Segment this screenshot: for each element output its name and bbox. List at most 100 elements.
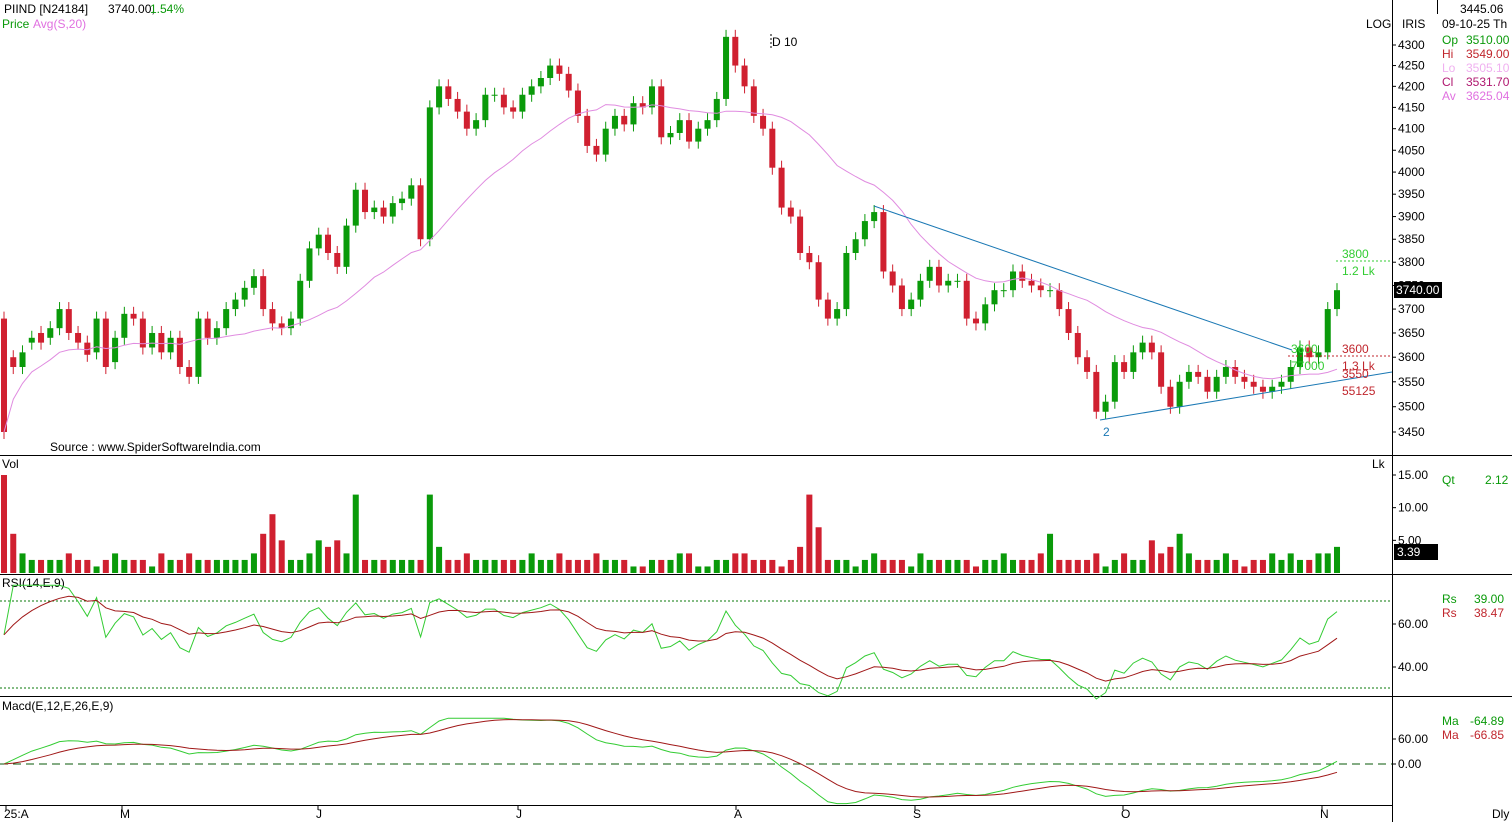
candle-body [371, 207, 378, 213]
volume-bar [676, 553, 683, 573]
candle-body [445, 86, 452, 99]
volume-bar [463, 553, 470, 573]
volume-bar [500, 559, 507, 573]
volume-bar [343, 553, 350, 573]
candle-body [1047, 290, 1054, 292]
volume-bar [510, 559, 517, 573]
volume-bar [1102, 566, 1109, 573]
volume-bar [917, 553, 924, 573]
price-tick-label: 4200 [1398, 79, 1425, 93]
candle-body [1148, 342, 1155, 353]
volume-bar [482, 559, 489, 573]
volume-bar [195, 559, 202, 573]
volume-bar [297, 559, 304, 573]
candle-body [399, 198, 406, 204]
candle-body [741, 65, 748, 87]
candle-body [593, 145, 600, 155]
cursor-date: 09-10-25 Th [1442, 17, 1507, 31]
candle-body [195, 318, 202, 377]
volume-bar [769, 559, 776, 573]
candle-body [861, 221, 868, 240]
qt-label: Qt [1442, 473, 1455, 487]
ohlc-label: Op [1442, 33, 1458, 47]
log-scale-label[interactable]: LOG [1366, 17, 1391, 31]
date-tick-label: O [1121, 807, 1130, 821]
interval-label[interactable]: Dly [1492, 807, 1509, 821]
candle-body [963, 280, 970, 319]
candle-body [287, 318, 294, 329]
target-price: 3800 [1342, 247, 1369, 261]
volume-bar [1047, 533, 1054, 573]
red-price-1: 3600 [1342, 342, 1369, 356]
candle-body [852, 239, 859, 253]
ohlc-value: 3505.10 [1466, 61, 1510, 75]
volume-bar [630, 566, 637, 573]
volume-bar [1065, 559, 1072, 573]
candle-body [639, 103, 646, 108]
candle-body [713, 98, 720, 121]
volume-bar [139, 559, 146, 573]
price-tick-label: 4100 [1398, 122, 1425, 136]
volume-bar [1074, 559, 1081, 573]
candle-body [871, 212, 878, 222]
price-series-label: Price [2, 17, 30, 31]
candle-body [1028, 280, 1035, 286]
candle-body [806, 252, 813, 263]
volume-bar [306, 553, 313, 573]
candle-body [778, 167, 785, 208]
macd-tick-label: 0.00 [1398, 757, 1422, 771]
candle-body [84, 342, 91, 355]
date-tick-label: 25:A [4, 807, 29, 821]
candle-body [482, 94, 489, 121]
candle-body [380, 207, 387, 217]
volume-bar [1000, 553, 1007, 573]
candle-body [547, 65, 554, 78]
candle-body [1269, 386, 1276, 392]
ohlc-label: Cl [1442, 75, 1453, 89]
candle-body [315, 234, 322, 249]
candle-body [991, 290, 998, 305]
date-tick-label: J [516, 807, 522, 821]
volume-bar [287, 559, 294, 573]
iris-label[interactable]: IRIS [1402, 17, 1425, 31]
green-price: 3600 [1291, 342, 1318, 356]
volume-bar [982, 559, 989, 573]
volume-bar [945, 559, 952, 573]
volume-bar [1130, 559, 1137, 573]
rsi-signal-line [3, 595, 1338, 682]
candle-body [1287, 367, 1294, 382]
volume-bar [713, 559, 720, 573]
volume-bar [574, 559, 581, 573]
candle-body [935, 266, 942, 286]
candle-body [611, 115, 618, 129]
volume-bar [10, 533, 17, 573]
volume-bars [0, 475, 1341, 573]
volume-bar [611, 559, 618, 573]
volume-bar [1139, 559, 1146, 573]
candle-body [630, 103, 637, 125]
date-tick-label: S [913, 807, 921, 821]
volume-bar [380, 559, 387, 573]
candle-body [556, 65, 563, 74]
candle-body [1222, 367, 1229, 377]
price-axis: 4300 4250 4200 4150 4100 4050 4000 3950 3900 3850… [1392, 38, 1425, 439]
volume-bar [787, 559, 794, 573]
macd-info-label: Ma [1442, 714, 1459, 728]
candle-body [204, 318, 211, 338]
volume-bar [1232, 559, 1239, 573]
volume-bar [445, 559, 452, 573]
volume-bar [334, 540, 341, 573]
price-tick-label: 3500 [1398, 400, 1425, 414]
candle-body [602, 128, 609, 155]
volume-bar [815, 527, 822, 573]
candle-body [102, 318, 109, 368]
candle-body [648, 86, 655, 108]
candle-body [121, 313, 128, 338]
candle-body [19, 352, 26, 368]
macd-info-label: Ma [1442, 728, 1459, 742]
macd-panel-label: Macd(E,12,E,26,E,9) [2, 699, 113, 713]
volume-bar [436, 546, 443, 573]
candle-body [491, 94, 498, 96]
volume-bar [1084, 559, 1091, 573]
